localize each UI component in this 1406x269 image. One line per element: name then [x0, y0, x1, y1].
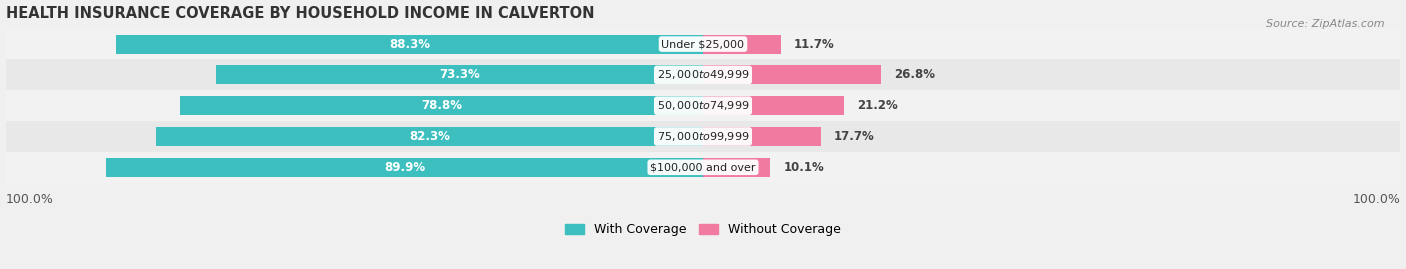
Bar — [703, 34, 780, 54]
Text: $25,000 to $49,999: $25,000 to $49,999 — [657, 68, 749, 82]
Bar — [6, 121, 1400, 152]
Bar — [703, 127, 821, 146]
Bar — [156, 127, 703, 146]
Bar — [6, 152, 1400, 183]
Bar — [6, 90, 1400, 121]
Text: 17.7%: 17.7% — [834, 130, 875, 143]
Text: HEALTH INSURANCE COVERAGE BY HOUSEHOLD INCOME IN CALVERTON: HEALTH INSURANCE COVERAGE BY HOUSEHOLD I… — [6, 6, 595, 20]
Text: 78.8%: 78.8% — [420, 99, 461, 112]
Text: $100,000 and over: $100,000 and over — [650, 162, 756, 172]
Text: 73.3%: 73.3% — [439, 68, 479, 82]
Text: 89.9%: 89.9% — [384, 161, 425, 174]
Text: 11.7%: 11.7% — [794, 38, 835, 51]
Bar — [6, 29, 1400, 59]
Text: Under $25,000: Under $25,000 — [661, 39, 745, 49]
Bar — [6, 59, 1400, 90]
Text: 100.0%: 100.0% — [6, 193, 53, 206]
Bar — [217, 65, 703, 84]
Text: $50,000 to $74,999: $50,000 to $74,999 — [657, 99, 749, 112]
Legend: With Coverage, Without Coverage: With Coverage, Without Coverage — [561, 218, 845, 241]
Bar — [105, 158, 703, 177]
Text: Source: ZipAtlas.com: Source: ZipAtlas.com — [1267, 19, 1385, 29]
Text: $75,000 to $99,999: $75,000 to $99,999 — [657, 130, 749, 143]
Text: 26.8%: 26.8% — [894, 68, 935, 82]
Text: 82.3%: 82.3% — [409, 130, 450, 143]
Text: 21.2%: 21.2% — [858, 99, 898, 112]
Bar — [703, 65, 882, 84]
Bar — [117, 34, 703, 54]
Bar — [703, 158, 770, 177]
Bar — [703, 96, 844, 115]
Text: 100.0%: 100.0% — [1353, 193, 1400, 206]
Bar — [180, 96, 703, 115]
Text: 88.3%: 88.3% — [389, 38, 430, 51]
Text: 10.1%: 10.1% — [783, 161, 824, 174]
